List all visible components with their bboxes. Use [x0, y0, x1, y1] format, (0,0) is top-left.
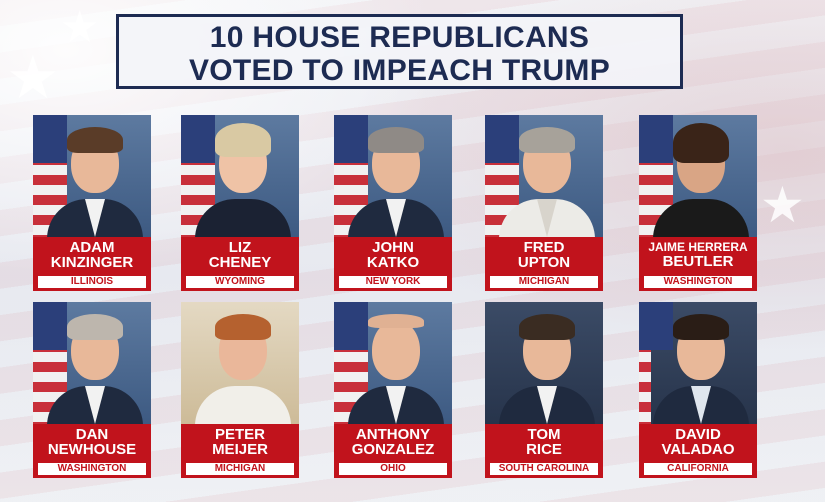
member-state: MICHIGAN — [490, 276, 598, 288]
member-label: JAIME HERRERA BEUTLER WASHINGTON — [639, 237, 757, 291]
member-photo — [181, 115, 299, 237]
member-label: ANTHONY GONZALEZ OHIO — [334, 424, 452, 478]
member-first-name: DAVID — [675, 426, 721, 443]
member-photo — [334, 115, 452, 237]
member-state: ILLINOIS — [38, 276, 146, 288]
us-flag-icon — [639, 302, 673, 424]
member-first-name: DAN — [75, 426, 109, 443]
member-card: DAN NEWHOUSE WASHINGTON — [33, 302, 151, 478]
us-flag-icon — [639, 115, 673, 237]
member-state: CALIFORNIA — [644, 463, 752, 475]
member-label: DAN NEWHOUSE WASHINGTON — [33, 424, 151, 478]
member-state: WASHINGTON — [38, 463, 146, 475]
member-label: ADAM KINZINGER ILLINOIS — [33, 237, 151, 291]
headline-line-2: VOTED TO IMPEACH TRUMP — [188, 54, 611, 87]
member-card: JAIME HERRERA BEUTLER WASHINGTON — [639, 115, 757, 291]
member-state: SOUTH CAROLINA — [490, 463, 598, 475]
star-icon: ★ — [60, 3, 100, 52]
member-first-name: TOM — [527, 426, 561, 443]
us-flag-icon — [334, 302, 368, 424]
member-photo — [485, 115, 603, 237]
member-first-name: ADAM — [69, 239, 115, 256]
member-first-name: ANTHONY — [355, 426, 431, 443]
us-flag-icon — [33, 302, 67, 424]
us-flag-icon — [485, 115, 519, 237]
member-last-name: BEUTLER — [662, 253, 734, 270]
member-state: WASHINGTON — [644, 276, 752, 288]
member-label: JOHN KATKO NEW YORK — [334, 237, 452, 291]
member-card: DAVID VALADAO CALIFORNIA — [639, 302, 757, 478]
member-card: JOHN KATKO NEW YORK — [334, 115, 452, 291]
member-last-name: NEWHOUSE — [47, 441, 137, 458]
member-card: FRED UPTON MICHIGAN — [485, 115, 603, 291]
member-first-name: PETER — [214, 426, 265, 443]
member-card: ANTHONY GONZALEZ OHIO — [334, 302, 452, 478]
member-state: WYOMING — [186, 276, 294, 288]
member-label: PETER MEIJER MICHIGAN — [181, 424, 299, 478]
member-photo — [639, 302, 757, 424]
member-card: TOM RICE SOUTH CAROLINA — [485, 302, 603, 478]
star-icon: ★ — [760, 177, 805, 233]
headline-box: 10 HOUSE REPUBLICANS VOTED TO IMPEACH TR… — [116, 14, 683, 89]
member-photo — [33, 302, 151, 424]
member-last-name: MEIJER — [212, 441, 268, 458]
member-first-name: LIZ — [228, 239, 252, 256]
member-last-name: GONZALEZ — [351, 441, 435, 458]
member-photo — [639, 115, 757, 237]
member-state: MICHIGAN — [186, 463, 294, 475]
member-last-name: KINZINGER — [50, 254, 134, 271]
member-first-name: JAIME HERRERA — [648, 240, 748, 254]
headline-line-1: 10 HOUSE REPUBLICANS — [209, 21, 590, 54]
member-label: LIZ CHENEY WYOMING — [181, 237, 299, 291]
member-first-name: FRED — [523, 239, 565, 256]
member-photo — [33, 115, 151, 237]
member-card: ADAM KINZINGER ILLINOIS — [33, 115, 151, 291]
member-state: OHIO — [339, 463, 447, 475]
member-photo — [181, 302, 299, 424]
member-card: PETER MEIJER MICHIGAN — [181, 302, 299, 478]
member-label: DAVID VALADAO CALIFORNIA — [639, 424, 757, 478]
member-last-name: RICE — [526, 441, 562, 458]
member-photo — [334, 302, 452, 424]
member-last-name: CHENEY — [208, 254, 272, 271]
member-label: TOM RICE SOUTH CAROLINA — [485, 424, 603, 478]
member-last-name: UPTON — [517, 254, 571, 271]
member-card: LIZ CHENEY WYOMING — [181, 115, 299, 291]
member-photo — [485, 302, 603, 424]
member-last-name: VALADAO — [661, 441, 735, 458]
star-icon: ★ — [6, 44, 60, 111]
member-first-name: JOHN — [372, 239, 414, 256]
member-label: FRED UPTON MICHIGAN — [485, 237, 603, 291]
member-last-name: KATKO — [366, 254, 420, 271]
member-state: NEW YORK — [339, 276, 447, 288]
